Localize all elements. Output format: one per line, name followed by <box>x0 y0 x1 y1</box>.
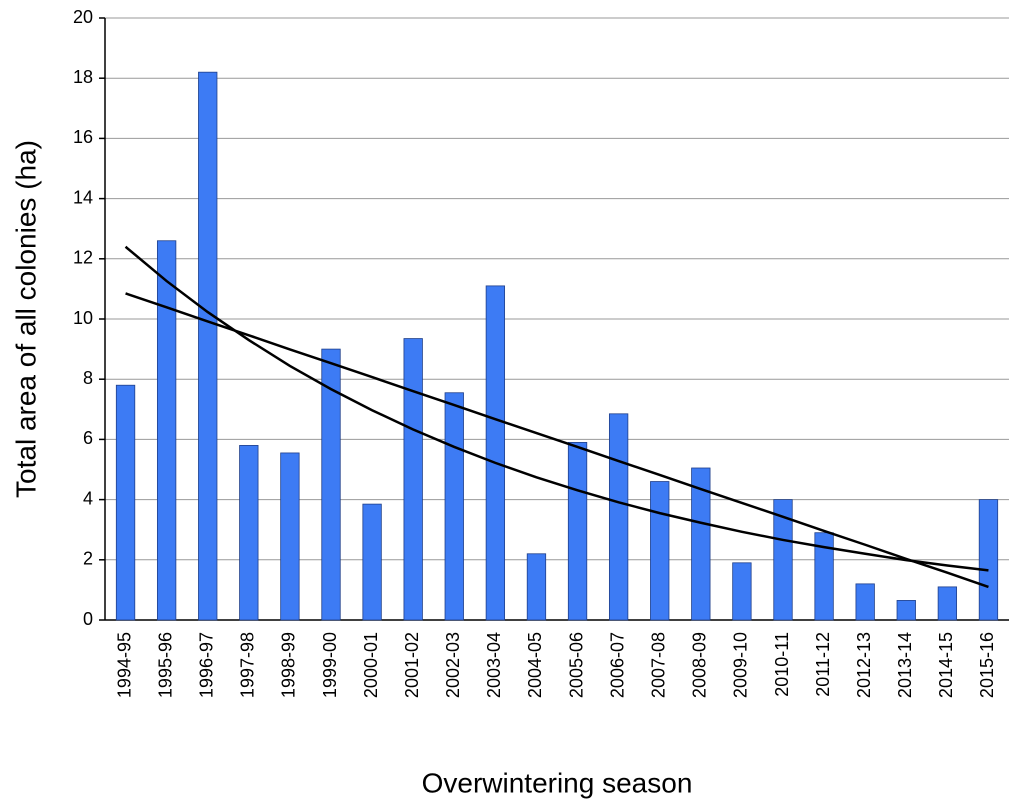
y-axis-title: Total area of all colonies (ha) <box>10 140 41 498</box>
x-tick-label: 2009-10 <box>731 632 751 698</box>
bar <box>362 503 382 621</box>
bar <box>280 452 300 621</box>
y-tick-label: 6 <box>83 428 93 448</box>
x-tick-label: 2003-04 <box>484 632 504 698</box>
bar <box>403 338 423 621</box>
x-tick-label: 1995-96 <box>155 632 175 698</box>
x-tick-label: 2000-01 <box>361 632 381 698</box>
bar <box>773 499 793 621</box>
bar <box>567 442 588 621</box>
y-tick-label: 20 <box>73 7 93 27</box>
x-tick-label: 1994-95 <box>114 632 134 698</box>
x-tick-label: 2012-13 <box>854 632 874 698</box>
y-tick-label: 18 <box>73 67 93 87</box>
bar <box>115 384 136 621</box>
y-tick-label: 16 <box>73 127 93 147</box>
y-tick-label: 12 <box>73 248 93 268</box>
x-tick-label: 2002-03 <box>443 632 463 698</box>
bar <box>814 532 834 621</box>
x-tick-label: 2007-08 <box>648 632 668 698</box>
x-tick-label: 2008-09 <box>690 632 710 698</box>
y-tick-label: 10 <box>73 308 93 328</box>
bar <box>321 348 341 621</box>
trend-line <box>124 245 989 572</box>
bar <box>978 499 999 621</box>
bar <box>444 392 464 621</box>
x-tick-label: 2010-11 <box>772 632 792 697</box>
x-tick-label: 2005-06 <box>566 632 586 698</box>
x-tick-label: 2001-02 <box>402 632 422 698</box>
x-tick-label: 1997-98 <box>238 632 258 698</box>
bar <box>937 586 958 621</box>
bar <box>526 553 547 621</box>
bar <box>650 481 670 621</box>
x-tick-label: 1998-99 <box>279 632 299 698</box>
y-tick-label: 14 <box>73 187 93 207</box>
bar <box>855 583 875 621</box>
x-tick-label: 2013-14 <box>895 632 915 698</box>
y-tick-label: 0 <box>83 609 93 629</box>
bar <box>608 413 629 621</box>
bar <box>198 71 218 621</box>
bar <box>896 600 916 621</box>
x-tick-label: 2004-05 <box>525 632 545 698</box>
bar <box>239 445 259 621</box>
y-tick-label: 4 <box>83 488 93 508</box>
x-tick-label: 2006-07 <box>607 632 627 698</box>
x-axis-title: Overwintering season <box>422 767 693 798</box>
x-tick-label: 1999-00 <box>320 632 340 698</box>
x-tick-label: 2014-15 <box>936 632 956 698</box>
bar <box>732 562 752 621</box>
x-tick-label: 1996-97 <box>196 632 216 698</box>
y-tick-label: 8 <box>83 368 93 388</box>
x-tick-label: 2011-12 <box>813 632 833 697</box>
y-tick-label: 2 <box>83 549 93 569</box>
bar <box>485 285 506 621</box>
bar <box>691 467 711 621</box>
bar <box>156 240 177 621</box>
trend-line <box>125 292 989 589</box>
x-tick-label: 2015-16 <box>977 632 997 698</box>
